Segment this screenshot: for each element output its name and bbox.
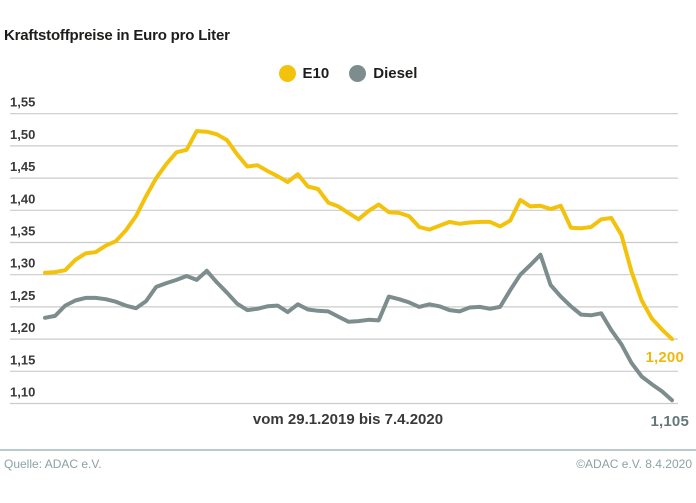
y-tick-label: 1,15 <box>10 352 35 367</box>
y-tick-label: 1,25 <box>10 288 35 303</box>
y-tick-label: 1,40 <box>10 191 35 206</box>
y-tick-label: 1,30 <box>10 256 35 271</box>
legend-label-e10: E10 <box>302 64 330 82</box>
diesel-legend-dot-icon <box>349 64 367 82</box>
e10-end-value-label: 1,200 <box>645 349 684 366</box>
copyright-notice: ©ADAC e.V. 8.4.2020 <box>576 457 692 471</box>
source-credit: Quelle: ADAC e.V. <box>4 457 102 471</box>
chart-title: Kraftstoffpreise in Euro pro Liter <box>4 27 230 44</box>
legend-item-diesel: Diesel <box>349 64 418 82</box>
y-tick-label: 1,45 <box>10 159 35 174</box>
legend-item-e10: E10 <box>278 64 330 82</box>
y-tick-label: 1,50 <box>10 127 35 142</box>
series-diesel-line <box>43 252 674 403</box>
x-axis-caption: vom 29.1.2019 bis 7.4.2020 <box>252 411 444 428</box>
series-e10-line <box>43 129 674 342</box>
footer: Quelle: ADAC e.V. ©ADAC e.V. 8.4.2020 <box>0 457 696 475</box>
legend-label-diesel: Diesel <box>373 64 418 82</box>
chart-legend: E10 Diesel <box>0 62 696 84</box>
e10-legend-dot-icon <box>278 64 296 82</box>
y-tick-label: 1,10 <box>10 385 35 400</box>
footer-divider <box>0 449 696 451</box>
y-tick-label: 1,55 <box>10 95 35 110</box>
diesel-end-value-label: 1,105 <box>650 413 689 430</box>
y-tick-label: 1,20 <box>10 320 35 335</box>
y-tick-label: 1,35 <box>10 224 35 239</box>
